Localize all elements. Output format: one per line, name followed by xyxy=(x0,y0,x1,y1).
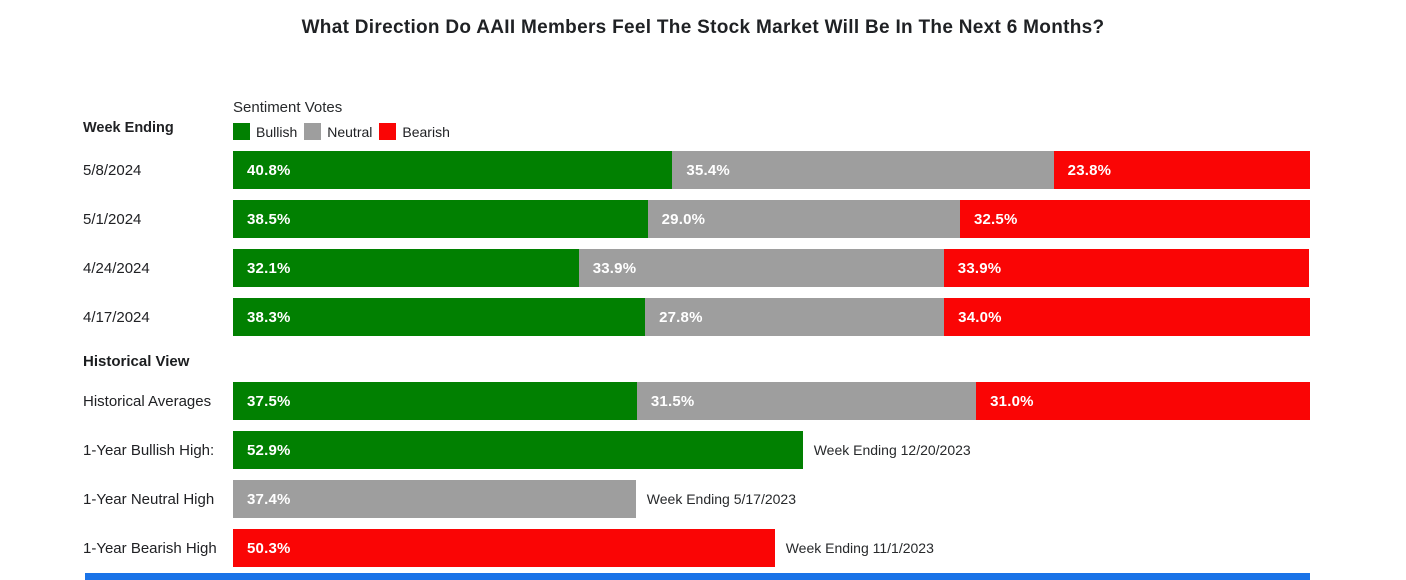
row-label: 4/17/2024 xyxy=(83,308,150,326)
week-ending-column-header: Week Ending xyxy=(83,120,174,136)
sentiment-row: 5/8/2024 40.8% 35.4% 23.8% xyxy=(0,151,1406,189)
bullish-value: 40.8% xyxy=(247,161,291,179)
legend-item-bearish: Bearish xyxy=(379,123,450,140)
legend-item-bullish: Bullish xyxy=(233,123,297,140)
legend-label-bullish: Bullish xyxy=(256,123,298,140)
bullish-bar-segment: 37.5% xyxy=(233,382,637,420)
bearish-value: 32.5% xyxy=(973,210,1018,228)
row-label: 5/1/2024 xyxy=(83,210,142,228)
bullish-value: 38.3% xyxy=(247,308,291,326)
bullish-high-value: 52.9% xyxy=(247,441,291,459)
bullish-bar-segment: 38.5% xyxy=(233,200,648,238)
neutral-bar-segment: 33.9% xyxy=(578,249,944,287)
bearish-value: 31.0% xyxy=(990,392,1034,410)
bar-annotation: Week Ending 5/17/2023 xyxy=(646,491,796,507)
row-label: 4/24/2024 xyxy=(83,259,150,277)
single-bar-track: 37.4% Week Ending 5/17/2023 xyxy=(233,480,1310,518)
single-bar-track: 52.9% Week Ending 12/20/2023 xyxy=(233,431,1310,469)
bullish-bar-segment: 38.3% xyxy=(233,298,646,336)
bullish-high-bar: 52.9% xyxy=(233,431,803,469)
bullish-swatch-icon xyxy=(233,123,250,140)
single-bar-track: 50.3% Week Ending 11/1/2023 xyxy=(233,529,1310,567)
legend-heading: Sentiment Votes xyxy=(233,99,343,116)
neutral-value: 33.9% xyxy=(592,259,637,277)
stacked-bar: 38.3% 27.8% 34.0% xyxy=(233,298,1310,336)
chart-area: Week Ending Sentiment Votes Bullish Neut… xyxy=(0,99,1406,567)
one-year-bullish-high-row: 1-Year Bullish High: 52.9% Week Ending 1… xyxy=(0,431,1406,469)
bullish-bar-segment: 32.1% xyxy=(233,249,579,287)
bullish-value: 37.5% xyxy=(247,392,291,410)
historical-averages-row: Historical Averages 37.5% 31.5% 31.0% xyxy=(0,382,1406,420)
neutral-bar-segment: 29.0% xyxy=(647,200,960,238)
historical-view-header: Historical View xyxy=(83,353,190,370)
bearish-value: 34.0% xyxy=(958,308,1002,326)
legend: Sentiment Votes Bullish Neutral Bearish xyxy=(233,99,1310,140)
row-label: 1-Year Bullish High: xyxy=(83,441,215,459)
sentiment-row: 5/1/2024 38.5% 29.0% 32.5% xyxy=(0,200,1406,238)
chart-header-row: Week Ending Sentiment Votes Bullish Neut… xyxy=(0,99,1406,140)
row-label: 1-Year Bearish High xyxy=(83,539,217,557)
bearish-bar-segment: 33.9% xyxy=(943,249,1309,287)
row-label: 5/8/2024 xyxy=(83,161,142,179)
legend-label-neutral: Neutral xyxy=(327,123,373,140)
bullish-value: 32.1% xyxy=(247,259,291,277)
neutral-value: 31.5% xyxy=(650,392,695,410)
bearish-bar-segment: 34.0% xyxy=(944,298,1310,336)
bullish-value: 38.5% xyxy=(247,210,291,228)
bearish-high-value: 50.3% xyxy=(247,539,291,557)
neutral-high-bar: 37.4% xyxy=(233,480,636,518)
bottom-accent-bar xyxy=(85,573,1310,580)
neutral-bar-segment: 27.8% xyxy=(645,298,945,336)
neutral-bar-segment: 35.4% xyxy=(672,151,1054,189)
stacked-bar: 38.5% 29.0% 32.5% xyxy=(233,200,1310,238)
bearish-high-bar: 50.3% xyxy=(233,529,775,567)
bearish-value: 33.9% xyxy=(957,259,1002,277)
neutral-bar-segment: 31.5% xyxy=(636,382,977,420)
row-label: Historical Averages xyxy=(83,392,212,410)
neutral-value: 27.8% xyxy=(659,308,703,326)
bar-annotation: Week Ending 11/1/2023 xyxy=(785,540,934,556)
bearish-bar-segment: 31.0% xyxy=(976,382,1310,420)
stacked-bar: 37.5% 31.5% 31.0% xyxy=(233,382,1310,420)
bearish-bar-segment: 32.5% xyxy=(959,200,1310,238)
legend-label-bearish: Bearish xyxy=(402,123,450,140)
sentiment-row: 4/17/2024 38.3% 27.8% 34.0% xyxy=(0,298,1406,336)
sentiment-row: 4/24/2024 32.1% 33.9% 33.9% xyxy=(0,249,1406,287)
page-title: What Direction Do AAII Members Feel The … xyxy=(301,17,1105,38)
neutral-value: 29.0% xyxy=(661,210,706,228)
bullish-bar-segment: 40.8% xyxy=(233,151,673,189)
legend-items: Bullish Neutral Bearish xyxy=(233,123,1310,140)
one-year-bearish-high-row: 1-Year Bearish High 50.3% Week Ending 11… xyxy=(0,529,1406,567)
stacked-bar: 32.1% 33.9% 33.9% xyxy=(233,249,1310,287)
bearish-value: 23.8% xyxy=(1067,161,1112,179)
neutral-value: 35.4% xyxy=(686,161,730,179)
row-label: 1-Year Neutral High xyxy=(83,490,215,508)
neutral-swatch-icon xyxy=(304,123,322,140)
stacked-bar: 40.8% 35.4% 23.8% xyxy=(233,151,1310,189)
bar-annotation: Week Ending 12/20/2023 xyxy=(813,442,971,458)
legend-item-neutral: Neutral xyxy=(304,123,372,140)
bearish-swatch-icon xyxy=(379,123,397,140)
bearish-bar-segment: 23.8% xyxy=(1053,151,1310,189)
neutral-high-value: 37.4% xyxy=(247,490,291,508)
one-year-neutral-high-row: 1-Year Neutral High 37.4% Week Ending 5/… xyxy=(0,480,1406,518)
